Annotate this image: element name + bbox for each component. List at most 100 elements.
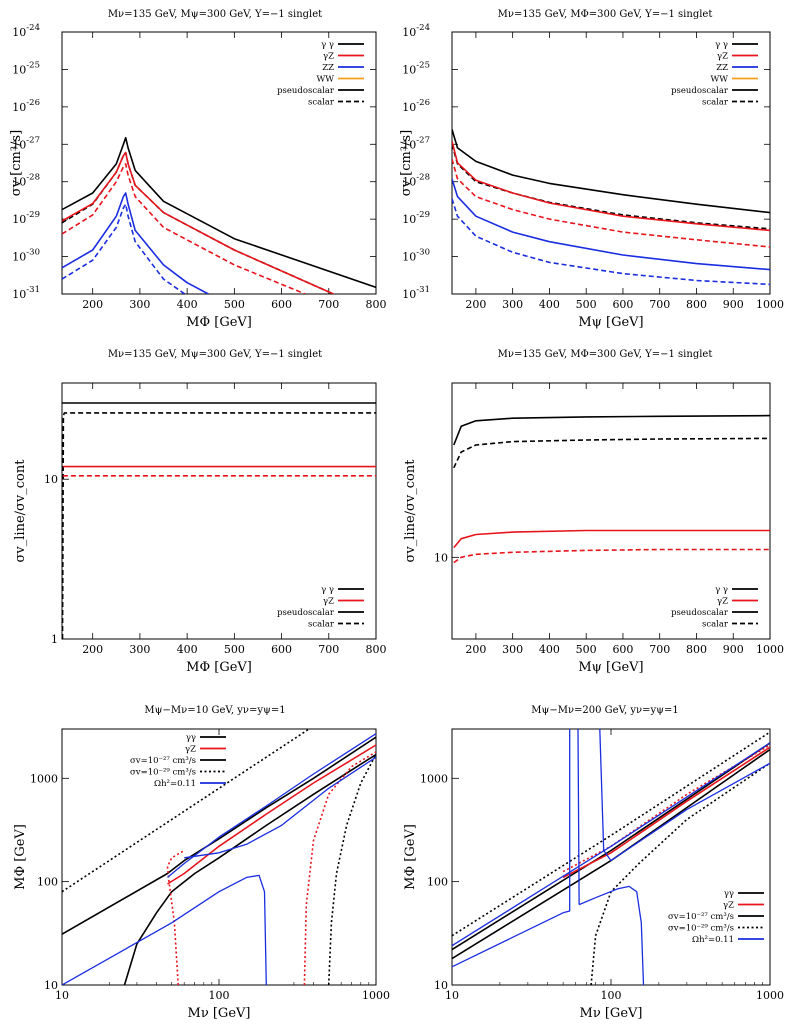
legend-label: scalar (702, 620, 729, 630)
x-tick-label: 900 (723, 643, 744, 656)
x-tick-label: 1000 (756, 989, 784, 1002)
series-line (62, 163, 306, 294)
x-tick-label: 300 (129, 298, 150, 311)
x-tick-label: 700 (649, 298, 670, 311)
panel-6-title: Mψ−Mν=200 GeV, yν=yψ=1 (531, 705, 679, 716)
series-group (62, 402, 376, 639)
series-line (62, 729, 311, 893)
plot-frame (61, 31, 377, 295)
x-tick-label: 1000 (756, 298, 784, 311)
x-tick-label: 100 (209, 989, 230, 1002)
plot-frame (451, 31, 771, 295)
x-tick-label: 400 (539, 298, 560, 311)
legend-label: γ γ (715, 40, 728, 50)
panel-4-title: Mν=135 GeV, MΦ=300 GeV, Y=−1 singlet (498, 349, 713, 360)
x-tick-label: 500 (224, 298, 245, 311)
x-tick-label: 600 (612, 643, 633, 656)
series-line (62, 412, 376, 639)
legend-label: scalar (702, 98, 729, 108)
legend-label: γ γ (321, 585, 334, 595)
x-tick-label: 200 (465, 298, 486, 311)
x-tick-label: 100 (601, 989, 622, 1002)
x-tick-label: 800 (366, 298, 387, 311)
y-tick-label: 1000 (30, 772, 58, 785)
y-tick-label: 1000 (420, 772, 448, 785)
x-tick-label: 800 (366, 643, 387, 656)
panel-3-title: Mν=135 GeV, Mψ=300 GeV, Y=−1 singlet (108, 349, 322, 360)
series-group (453, 414, 770, 564)
x-tick-label: 600 (271, 298, 292, 311)
series-line (577, 729, 580, 905)
series-line (452, 742, 770, 947)
legend-label: σv=10⁻²⁷ cm³/s (668, 912, 734, 922)
legend-label: γ γ (715, 585, 728, 595)
series-line (167, 744, 376, 885)
panel-3-ratio-vs-mphi: 200 300 400 500 600 700 800 1 10 MΦ [GeV] σv_line/… (13, 382, 387, 675)
series-group (62, 136, 376, 294)
x-tick-label: 700 (318, 298, 339, 311)
y-tick-label: 10-29 (402, 210, 430, 226)
x-tick-label: 900 (723, 298, 744, 311)
series-line (453, 548, 770, 564)
legend-label: γZ (717, 597, 728, 607)
legend-label: γγ (186, 733, 196, 743)
panel-1-sigma-vs-mphi: 200 300 400 500 600 700 800 10-31 10-30 10-29 10-2… (9, 23, 387, 330)
series-line (452, 198, 770, 286)
legend-label: ZZ (716, 63, 728, 73)
series-line (562, 746, 770, 879)
series-line (452, 129, 770, 214)
x-tick-label: 800 (686, 643, 707, 656)
panel-2-title: Mν=135 GeV, MΦ=300 GeV, Y=−1 singlet (498, 9, 713, 20)
legend-label: γγ (724, 889, 734, 899)
x-tick-label: 200 (465, 643, 486, 656)
series-line (452, 144, 770, 230)
y-tick-label: 100 (37, 876, 58, 889)
legend-label: pseudoscalar (671, 608, 729, 618)
x-tick-label: 200 (82, 298, 103, 311)
x-tick-label: 300 (129, 643, 150, 656)
series-line (62, 151, 334, 294)
series-line (453, 414, 770, 446)
x-tick-label: 400 (177, 643, 198, 656)
series-line (62, 192, 209, 294)
panel-1-title: Mν=135 GeV, Mψ=300 GeV, Y=−1 singlet (108, 9, 322, 20)
panel-4-ratio-vs-mpsi: 200 300 400 500 600 700 800 900 1000 10 Mψ [GeV] σv… (403, 382, 784, 675)
plot-frame (61, 382, 377, 640)
x-tick-label: 400 (177, 298, 198, 311)
x-axis-label: MΦ [GeV] (186, 315, 252, 330)
x-tick-label: 1000 (362, 989, 390, 1002)
x-tick-label: 700 (649, 643, 670, 656)
x-axis-label: Mν [GeV] (580, 1006, 643, 1021)
x-axis-label: Mψ [GeV] (578, 315, 643, 330)
series-line (578, 885, 645, 985)
plot-frame (451, 728, 771, 986)
legend-label: pseudoscalar (277, 86, 335, 96)
x-tick-label: 10 (445, 989, 459, 1002)
y-tick-label: 10-29 (12, 210, 40, 226)
legend-label: σv=10⁻²⁹ cm³/s (130, 768, 196, 778)
series-line (452, 141, 770, 232)
y-tick-label: 10 (44, 473, 58, 486)
y-tick-label: 10-31 (402, 285, 430, 301)
series-line (452, 742, 770, 951)
legend-label: scalar (308, 98, 335, 108)
series-line (62, 136, 376, 289)
y-axis-label: MΦ [GeV] (13, 824, 28, 890)
legend-label: Ωh²=0.11 (692, 935, 734, 945)
y-tick-label: 10 (434, 979, 448, 992)
legend-label: ZZ (322, 63, 334, 73)
y-axis-label: σv_line/σv_cont (403, 459, 418, 563)
series-line (62, 151, 334, 294)
legend-label: WW (317, 75, 335, 85)
series-line (452, 178, 770, 271)
y-axis-label: σv [cm³/s] (399, 130, 414, 196)
series-line (303, 751, 376, 985)
y-tick-label: 10-24 (12, 23, 40, 39)
y-tick-label: 10-25 (402, 60, 430, 76)
x-tick-label: 200 (82, 643, 103, 656)
